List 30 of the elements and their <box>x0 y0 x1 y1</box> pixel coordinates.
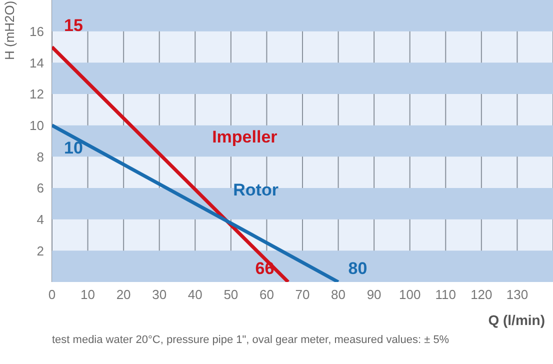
x-tick-label: 100 <box>399 287 421 302</box>
y-tick-label: 8 <box>36 149 44 164</box>
y-tick-label: 12 <box>30 86 44 102</box>
x-tick-label: 20 <box>116 287 131 302</box>
y-tick-label: 16 <box>30 24 44 39</box>
series-label: Rotor <box>233 180 279 200</box>
x-tick-label: 120 <box>470 287 492 302</box>
x-tick-label: 50 <box>224 287 238 302</box>
x-tick-label: 10 <box>80 287 96 302</box>
y-tick-label: 14 <box>30 55 44 70</box>
annotation: 80 <box>348 259 368 278</box>
x-tick-label: 30 <box>152 287 167 302</box>
x-tick-label: 70 <box>295 287 310 302</box>
y-tick-label: 10 <box>30 118 44 133</box>
y-tick-label: 4 <box>36 212 44 227</box>
y-tick-label: 2 <box>36 243 44 258</box>
text: Impeller <box>212 128 278 146</box>
x-tick-label: 80 <box>331 287 346 302</box>
annotation: 15 <box>64 16 83 35</box>
x-tick-label: 0 <box>48 287 56 302</box>
text: test media water 20°C, pressure pipe 1", oval gear meter, measured values: ± 5% <box>52 334 450 346</box>
y-tick-label: 6 <box>36 180 44 196</box>
x-tick-label: 130 <box>506 287 528 302</box>
y-axis-title: H (mH2O) <box>2 0 17 60</box>
x-tick-label: 110 <box>435 287 456 302</box>
x-tick-label: 60 <box>259 287 274 302</box>
annotation: 10 <box>64 138 83 158</box>
x-tick-label: 90 <box>366 287 382 302</box>
x-axis-title: Q (l/min) <box>488 312 545 328</box>
x-tick-label: 40 <box>188 287 202 302</box>
